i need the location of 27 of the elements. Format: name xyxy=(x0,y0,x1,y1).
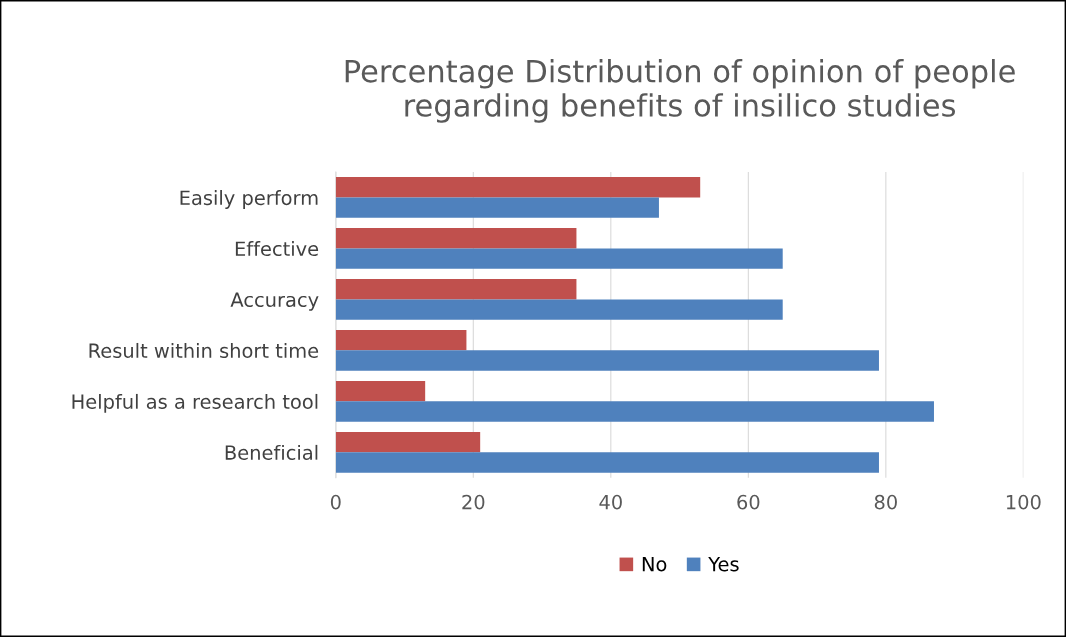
y-tick-label: Beneficial xyxy=(225,444,318,460)
y-tick-label: Easily perform xyxy=(180,190,318,209)
legend-label: Yes xyxy=(708,557,739,572)
bar xyxy=(335,431,481,453)
bar xyxy=(335,329,467,351)
y-tick-label: Effective xyxy=(235,241,319,257)
bar xyxy=(335,177,701,198)
x-tick-label: 20 xyxy=(462,494,485,510)
x-tick-label: 60 xyxy=(737,494,760,510)
bar xyxy=(335,279,577,300)
bar xyxy=(335,401,934,422)
bar xyxy=(335,299,783,320)
bar xyxy=(335,380,426,402)
y-tick-label: Accuracy xyxy=(230,292,319,311)
legend-label: No xyxy=(642,557,667,572)
x-tick-label: 0 xyxy=(330,494,341,510)
y-tick-label: Helpful as a research tool xyxy=(72,393,318,413)
y-tick-label: Result within short time xyxy=(89,342,319,359)
bar xyxy=(335,248,783,269)
x-tick-label: 100 xyxy=(1006,494,1041,510)
chart-title: Percentage Distribution of opinion of people regarding benefits of insilico studies xyxy=(345,59,1015,123)
bar xyxy=(335,452,879,473)
x-tick-label: 40 xyxy=(599,494,622,510)
bar xyxy=(335,228,577,249)
bar xyxy=(335,350,879,371)
x-tick-label: 80 xyxy=(874,494,897,510)
bar xyxy=(335,197,659,218)
